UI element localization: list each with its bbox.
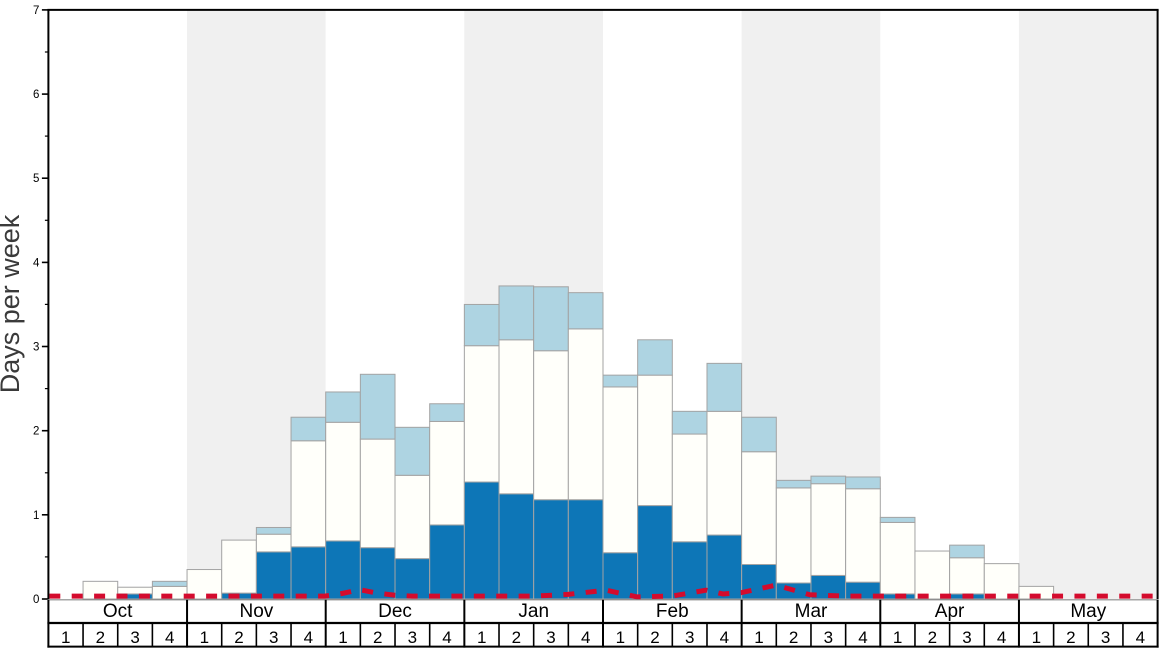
svg-text:4: 4: [858, 628, 867, 647]
svg-text:3: 3: [33, 342, 39, 354]
svg-text:2: 2: [96, 628, 105, 647]
svg-text:4: 4: [997, 628, 1006, 647]
svg-text:1: 1: [477, 628, 486, 647]
svg-text:2: 2: [650, 628, 659, 647]
svg-text:2: 2: [1066, 628, 1075, 647]
svg-text:4: 4: [165, 628, 174, 647]
svg-text:1: 1: [33, 510, 39, 522]
svg-text:3: 3: [685, 628, 694, 647]
svg-text:4: 4: [304, 628, 313, 647]
svg-text:1: 1: [754, 628, 763, 647]
svg-text:3: 3: [962, 628, 971, 647]
svg-text:1: 1: [200, 628, 209, 647]
svg-text:1: 1: [893, 628, 902, 647]
svg-text:Oct: Oct: [103, 601, 133, 622]
svg-text:3: 3: [1101, 628, 1110, 647]
svg-text:2: 2: [928, 628, 937, 647]
svg-text:4: 4: [442, 628, 451, 647]
svg-text:2: 2: [373, 628, 382, 647]
svg-text:Feb: Feb: [656, 601, 689, 622]
svg-text:2: 2: [789, 628, 798, 647]
svg-text:0: 0: [33, 594, 39, 606]
svg-text:3: 3: [130, 628, 139, 647]
svg-text:1: 1: [616, 628, 625, 647]
svg-text:2: 2: [234, 628, 243, 647]
svg-text:3: 3: [408, 628, 417, 647]
svg-text:3: 3: [824, 628, 833, 647]
svg-text:1: 1: [338, 628, 347, 647]
svg-text:4: 4: [33, 257, 40, 269]
svg-text:6: 6: [33, 89, 39, 101]
svg-text:Jan: Jan: [518, 601, 549, 622]
svg-text:2: 2: [33, 426, 39, 438]
svg-text:2: 2: [512, 628, 521, 647]
svg-text:May: May: [1070, 601, 1106, 622]
svg-text:Mar: Mar: [795, 601, 828, 622]
svg-text:4: 4: [581, 628, 590, 647]
svg-text:Dec: Dec: [378, 601, 412, 622]
svg-text:4: 4: [720, 628, 729, 647]
svg-text:1: 1: [61, 628, 70, 647]
svg-text:1: 1: [1032, 628, 1041, 647]
svg-text:Apr: Apr: [935, 601, 965, 622]
svg-text:Nov: Nov: [240, 601, 274, 622]
svg-text:7: 7: [33, 5, 39, 17]
svg-text:5: 5: [33, 173, 39, 185]
svg-text:4: 4: [1136, 628, 1145, 647]
svg-text:3: 3: [269, 628, 278, 647]
svg-text:Days per week: Days per week: [0, 214, 25, 393]
svg-text:3: 3: [546, 628, 555, 647]
